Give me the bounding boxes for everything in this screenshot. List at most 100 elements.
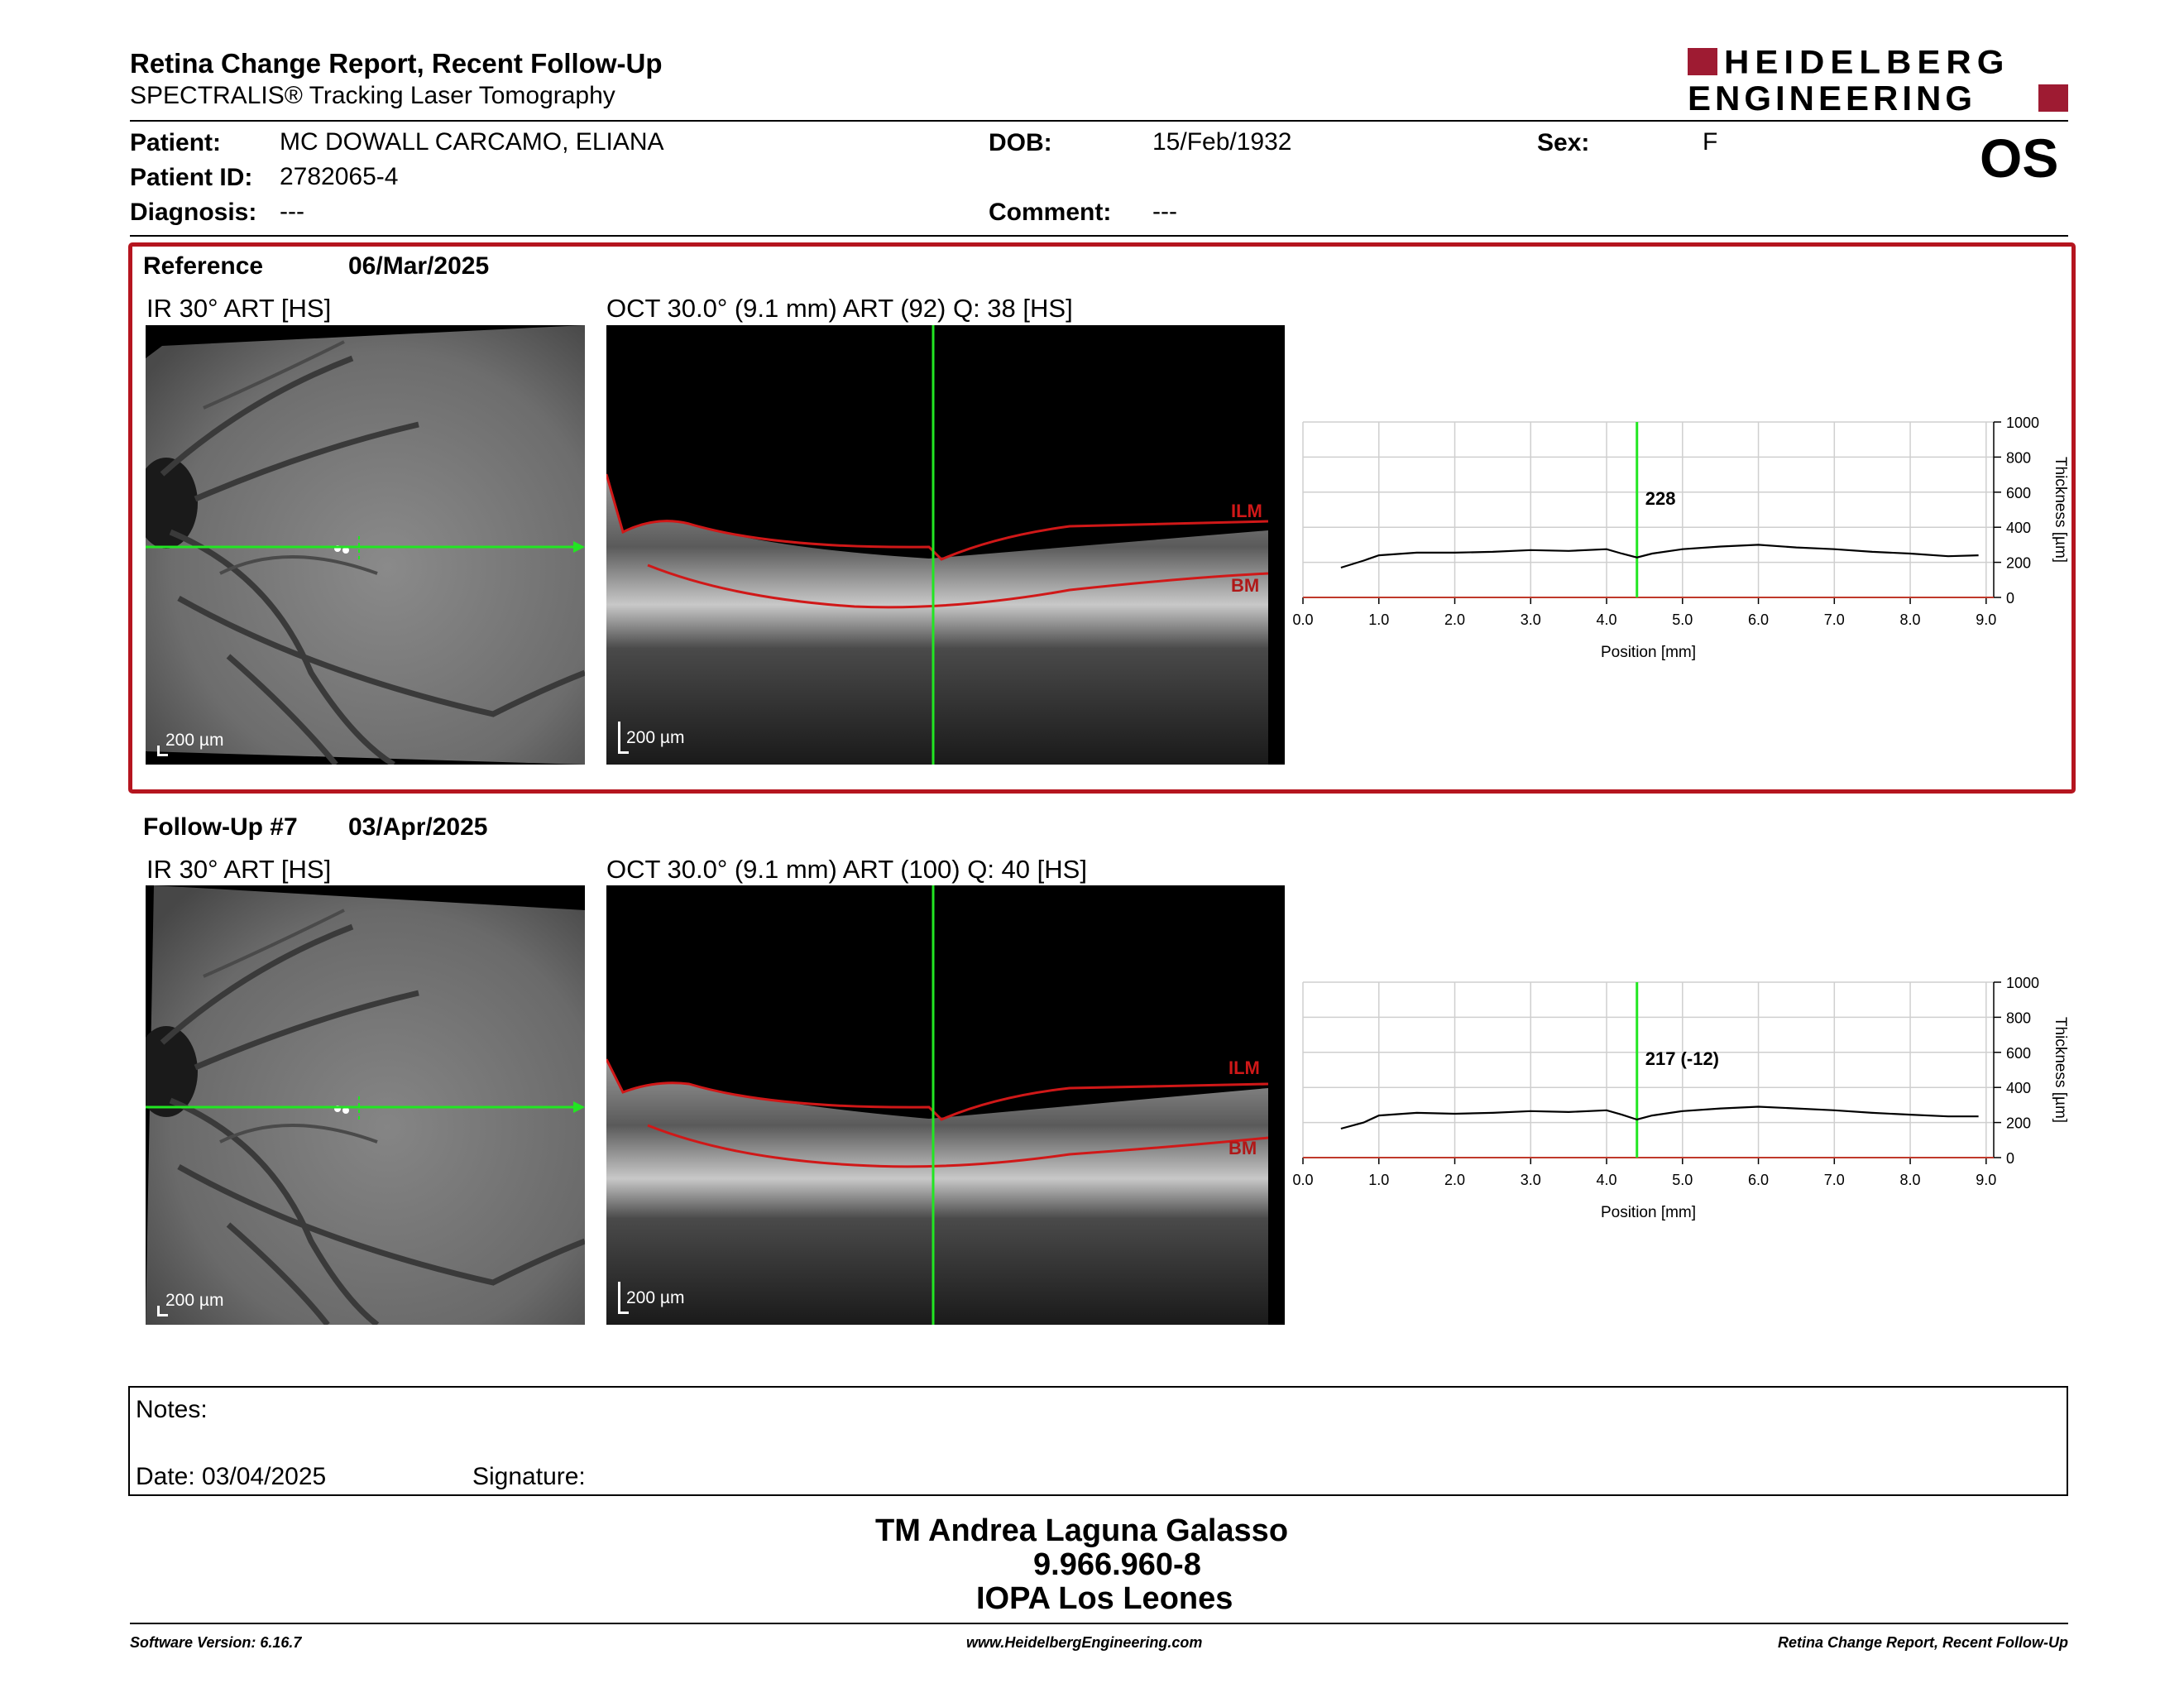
retinal-vessels (160, 355, 585, 765)
oct-svg: ILM BM (606, 885, 1269, 1325)
x-tick-label: 4.0 (1597, 1172, 1617, 1188)
x-axis-label: Position [mm] (1601, 1204, 1696, 1221)
signer-id: 9.966.960-8 (1033, 1547, 1201, 1582)
scale-corner-icon (157, 1306, 168, 1316)
patient-id: 2782065-4 (280, 163, 399, 190)
bm-line (647, 563, 1269, 609)
x-tick-label: 1.0 (1368, 1172, 1389, 1188)
oct-scale-bar: 200 µm (618, 722, 684, 754)
x-axis-label: Position [mm] (1601, 644, 1696, 661)
chart-grid (1302, 981, 1994, 1158)
oct-svg: ILM BM (606, 325, 1269, 765)
optic-disc (146, 458, 198, 549)
retinal-vessels (160, 923, 585, 1325)
scale-corner-icon (618, 1282, 629, 1314)
retina-tissue (606, 1059, 1268, 1325)
thickness-chart: 0 200 400 600 800 1000 0.0 1.0 2.0 3.0 4.0 5.0 6.0 7.… (1292, 415, 2069, 661)
x-tick-label: 1.0 (1368, 611, 1389, 628)
x-tick-label: 0.0 (1292, 611, 1313, 628)
fundus-area (146, 885, 585, 1325)
ir-scale-text: 200 µm (165, 1291, 224, 1310)
x-tick-label: 5.0 (1672, 1172, 1693, 1188)
ir-image-label: IR 30° ART [HS] (146, 294, 332, 323)
y-tick-label: 600 (2006, 485, 2031, 501)
y-tick-label: 1000 (2006, 975, 2039, 991)
x-tick-label: 6.0 (1748, 1172, 1769, 1188)
ilm-label: ILM (1231, 501, 1262, 521)
logo-line1: HEIDELBERG (1724, 43, 2010, 80)
signature-label: Signature: (472, 1463, 586, 1490)
x-tick-label: 9.0 (1976, 611, 1996, 628)
patient-name-label: Patient: (130, 129, 222, 156)
logo-square-icon (1688, 48, 1717, 75)
ir-scale-text: 200 µm (165, 731, 224, 750)
scale-corner-icon (618, 722, 629, 754)
x-tick-label: 2.0 (1444, 1172, 1465, 1188)
sex-label: Sex: (1537, 129, 1590, 156)
x-tick-label: 3.0 (1521, 1172, 1541, 1188)
patient-divider (130, 235, 2068, 237)
thickness-series-line (1340, 544, 1979, 569)
y-tick-label: 400 (2006, 520, 2031, 536)
cursor-value-label: 217 (-12) (1645, 1048, 1719, 1069)
bm-label: BM (1228, 1138, 1257, 1158)
chart-grid (1302, 421, 1994, 598)
ir-fundus-image[interactable]: 200 µm (146, 885, 585, 1325)
patient-name: MC DOWALL CARCAMO, ELIANA (280, 128, 664, 156)
x-tick-label: 8.0 (1900, 611, 1921, 628)
thickness-chart: 0 200 400 600 800 1000 0.0 1.0 2.0 3.0 4.0 5.0 6.0 7.… (1292, 975, 2069, 1221)
sex-value: F (1703, 128, 1718, 156)
x-tick-label: 7.0 (1824, 1172, 1845, 1188)
ir-fundus-image[interactable]: 200 µm (146, 325, 585, 765)
website-link[interactable]: www.HeidelbergEngineering.com (966, 1634, 1203, 1651)
dob-label: DOB: (989, 129, 1052, 156)
logo-square-icon-2 (2038, 84, 2068, 112)
fundus-svg (146, 885, 585, 1325)
x-tick-label: 5.0 (1672, 611, 1693, 628)
y-tick-label: 200 (2006, 555, 2031, 572)
x-tick-label: 8.0 (1900, 1172, 1921, 1188)
x-tick-label: 3.0 (1521, 611, 1541, 628)
header-divider (130, 120, 2068, 122)
retinal-vessels-small (203, 909, 378, 1144)
x-tick-label: 7.0 (1824, 611, 1845, 628)
oct-bscan-image[interactable]: ILM BM 200 µm (606, 885, 1285, 1325)
exam-date: 06/Mar/2025 (348, 252, 490, 280)
oct-image-label: OCT 30.0° (9.1 mm) ART (92) Q: 38 [HS] (606, 294, 1073, 323)
exam-title: Reference (143, 252, 264, 280)
oct-scale-text: 200 µm (626, 1288, 685, 1307)
bm-line (647, 1124, 1269, 1168)
x-tick-label: 2.0 (1444, 611, 1465, 628)
retina-tissue (606, 474, 1268, 765)
logo-line2: ENGINEERING (1688, 79, 1977, 117)
ilm-line (606, 1058, 1269, 1121)
thickness-series-line (1340, 1105, 1979, 1130)
optic-disc (146, 1026, 198, 1117)
footer-divider (130, 1623, 2068, 1624)
exam-title: Follow-Up #7 (143, 813, 298, 841)
y-tick-label: 800 (2006, 449, 2031, 466)
ir-scale-bar: 200 µm (157, 1291, 224, 1316)
comment-value: --- (1152, 198, 1177, 225)
ir-image-label: IR 30° ART [HS] (146, 855, 332, 884)
exam-date: 03/Apr/2025 (348, 813, 488, 841)
comment-label: Comment: (989, 199, 1112, 226)
report-subtitle: SPECTRALIS® Tracking Laser Tomography (130, 82, 615, 109)
bm-label: BM (1231, 575, 1259, 596)
diagnosis-label: Diagnosis: (130, 199, 257, 226)
signature-field[interactable] (596, 1463, 1423, 1493)
x-tick-label: 4.0 (1597, 611, 1617, 628)
oct-bscan-image[interactable]: ILM BM 200 µm (606, 325, 1285, 765)
reference-exam-frame (128, 242, 2076, 794)
x-tick-label: 9.0 (1976, 1172, 1996, 1188)
eye-indicator: OS (1980, 127, 2059, 189)
notes-date: Date: 03/04/2025 (136, 1463, 327, 1490)
heidelberg-logo: HEIDELBERG ENGINEERING (1688, 43, 2068, 117)
y-axis-label: Thickness [µm] (2052, 457, 2069, 563)
dob-value: 15/Feb/1932 (1152, 128, 1292, 156)
scan-arrow-icon (573, 541, 585, 553)
ilm-line (606, 473, 1269, 561)
scale-corner-icon (157, 746, 168, 756)
oct-scale-bar: 200 µm (618, 1282, 685, 1314)
software-version: Software Version: 6.16.7 (130, 1634, 302, 1651)
